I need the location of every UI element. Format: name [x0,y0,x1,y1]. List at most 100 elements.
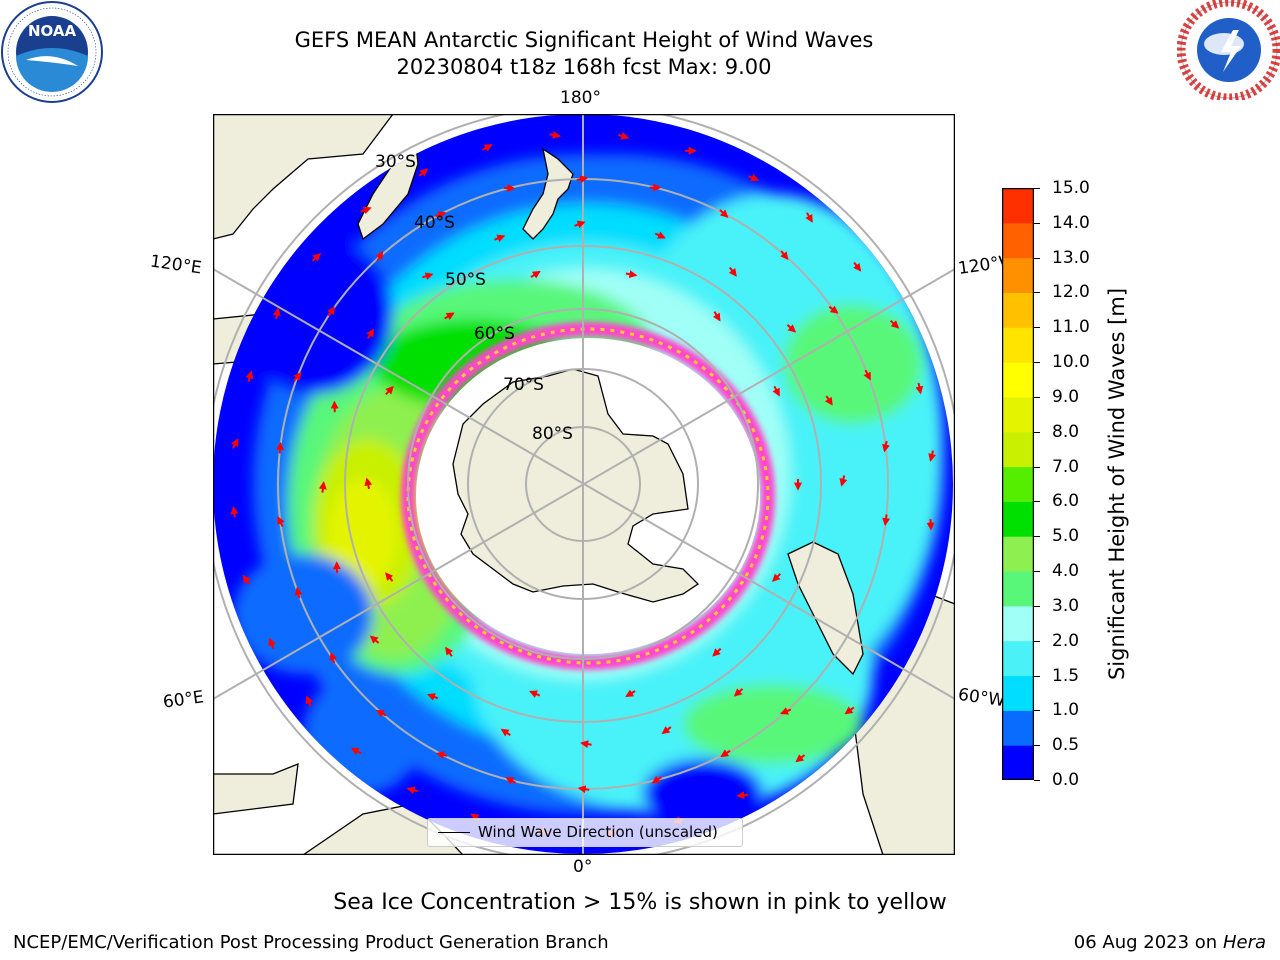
colorbar-tick-mark [1034,745,1040,747]
wind-wave-arrow [882,440,890,453]
colorbar-tick-label: 2.0 [1052,630,1080,651]
wind-wave-arrow [661,726,672,735]
wind-wave-arrow [245,370,254,382]
colorbar-segment [1002,327,1034,363]
wind-wave-arrow [574,220,586,229]
colorbar-tick-label: 15.0 [1052,178,1090,198]
wind-wave-arrow [577,785,590,794]
colorbar-tick-label: 9.0 [1052,386,1080,407]
colorbar-segment [1002,675,1034,711]
wind-wave-arrow [364,477,373,490]
wind-wave-arrow [651,775,662,784]
colorbar-tick-label: 7.0 [1052,456,1080,477]
colorbar-tick-mark [1034,396,1040,398]
wind-wave-arrow [530,270,541,279]
chart-subtitle: 20230804 t18z 168h fcst Max: 9.00 [396,55,772,79]
new-zealand [522,147,574,240]
colorbar-segment [1002,710,1034,746]
wind-wave-arrow [385,385,394,396]
wind-wave-arrow [825,395,833,406]
wind-wave-arrow [780,250,789,261]
colorbar-segment [1002,640,1034,677]
lat-label-50s: 50°S [445,270,486,290]
wind-wave-arrow [728,266,737,277]
machine-name: Hera [1222,932,1266,953]
colorbar-tick-mark [1034,431,1040,433]
wind-wave-arrow [311,253,321,262]
lon-label-120e: 120°E [148,251,203,279]
wind-wave-arrow [828,305,839,314]
colorbar-tick-label: 13.0 [1052,247,1090,268]
colorbar-segment [1002,292,1034,328]
wind-wave-arrow [500,728,511,737]
lat-label-80s: 80°S [532,424,573,444]
colorbar-tick-label: 8.0 [1052,421,1080,442]
colorbar-segment [1002,222,1034,259]
lat-label-60s: 60°S [474,324,515,344]
wind-wave-arrow [882,514,891,527]
noaa-logo-icon: NOAA [1,1,103,103]
lat-label-40s: 40°S [414,213,455,233]
wind-wave-arrow [435,751,448,759]
wind-wave-arrow [863,369,871,381]
wind-wave-arrow [435,211,447,219]
lat-label-70s: 70°S [503,375,544,395]
lon-label-180: 180° [560,88,601,108]
lon-label-0: 0° [573,857,593,877]
colorbar-tick-label: 1.0 [1052,700,1080,721]
wind-wave-arrow [293,372,302,382]
wind-wave-arrow [275,441,284,454]
wind-wave-arrow [928,450,937,462]
wind-wave-arrow [445,646,454,657]
wind-wave-arrow [736,791,748,800]
colorbar-tick-label: 6.0 [1052,491,1080,512]
wind-wave-arrow [422,272,434,281]
wind-wave-arrow [327,306,335,317]
colorbar-tick-mark [1034,780,1040,781]
wind-wave-arrow [839,475,848,487]
colorbar-segment [1002,571,1034,607]
colorbar-frame [1002,188,1034,780]
wind-wave-arrow [771,573,781,582]
colorbar-segment [1002,501,1034,537]
colorbar-tick-mark [1034,710,1040,712]
wind-wave-arrow [733,688,744,697]
colorbar-segment [1002,466,1034,502]
wind-wave-arrow [719,209,729,218]
wind-wave-arrow [385,572,394,582]
ocean-field [213,114,953,854]
credit-text: NCEP/EMC/Verification Post Processing Pr… [13,932,609,953]
date-stamp: 06 Aug 2023 on Hera [1074,932,1266,953]
wind-wave-arrow [444,312,455,321]
wind-wave-arrow [366,328,375,339]
legend-label: Wind Wave Direction (unscaled) [478,823,718,841]
colorbar-tick-mark [1034,222,1040,224]
colorbar-tick-mark [1034,605,1040,607]
lon-label-60e: 60°E [161,687,206,713]
colorbar-tick-label: 12.0 [1052,282,1090,303]
wind-wave-arrow [748,173,760,182]
wind-wave-arrow [720,749,731,758]
wind-wave-arrow [242,574,251,585]
colorbar-tick-mark [1034,188,1040,189]
wind-wave-arrow [360,206,372,215]
wind-wave-arrow [294,586,303,599]
colorbar-tick-label: 5.0 [1052,526,1080,547]
antarctica-coastline [452,368,700,603]
wind-wave-arrow [268,637,276,649]
legend-line-swatch [438,832,470,833]
wind-wave-arrow [786,324,797,333]
chart-title: GEFS MEAN Antarctic Significant Height o… [294,28,874,52]
wind-wave-arrow [277,516,285,527]
nws-logo-icon [1177,0,1280,100]
colorbar-segment [1002,605,1034,642]
colorbar-segment [1002,188,1034,224]
wind-wave-arrow [350,747,362,756]
wind-wave-arrow [418,168,429,177]
wind-wave-arrow [712,311,721,322]
colorbar-tick-mark [1034,675,1040,677]
wind-wave-arrow [915,382,924,395]
colorbar-label: Significant Height of Wind Waves [m] [1105,287,1129,681]
colorbar-tick-mark [1034,571,1040,573]
sea-ice-note: Sea Ice Concentration > 15% is shown in … [333,890,947,915]
